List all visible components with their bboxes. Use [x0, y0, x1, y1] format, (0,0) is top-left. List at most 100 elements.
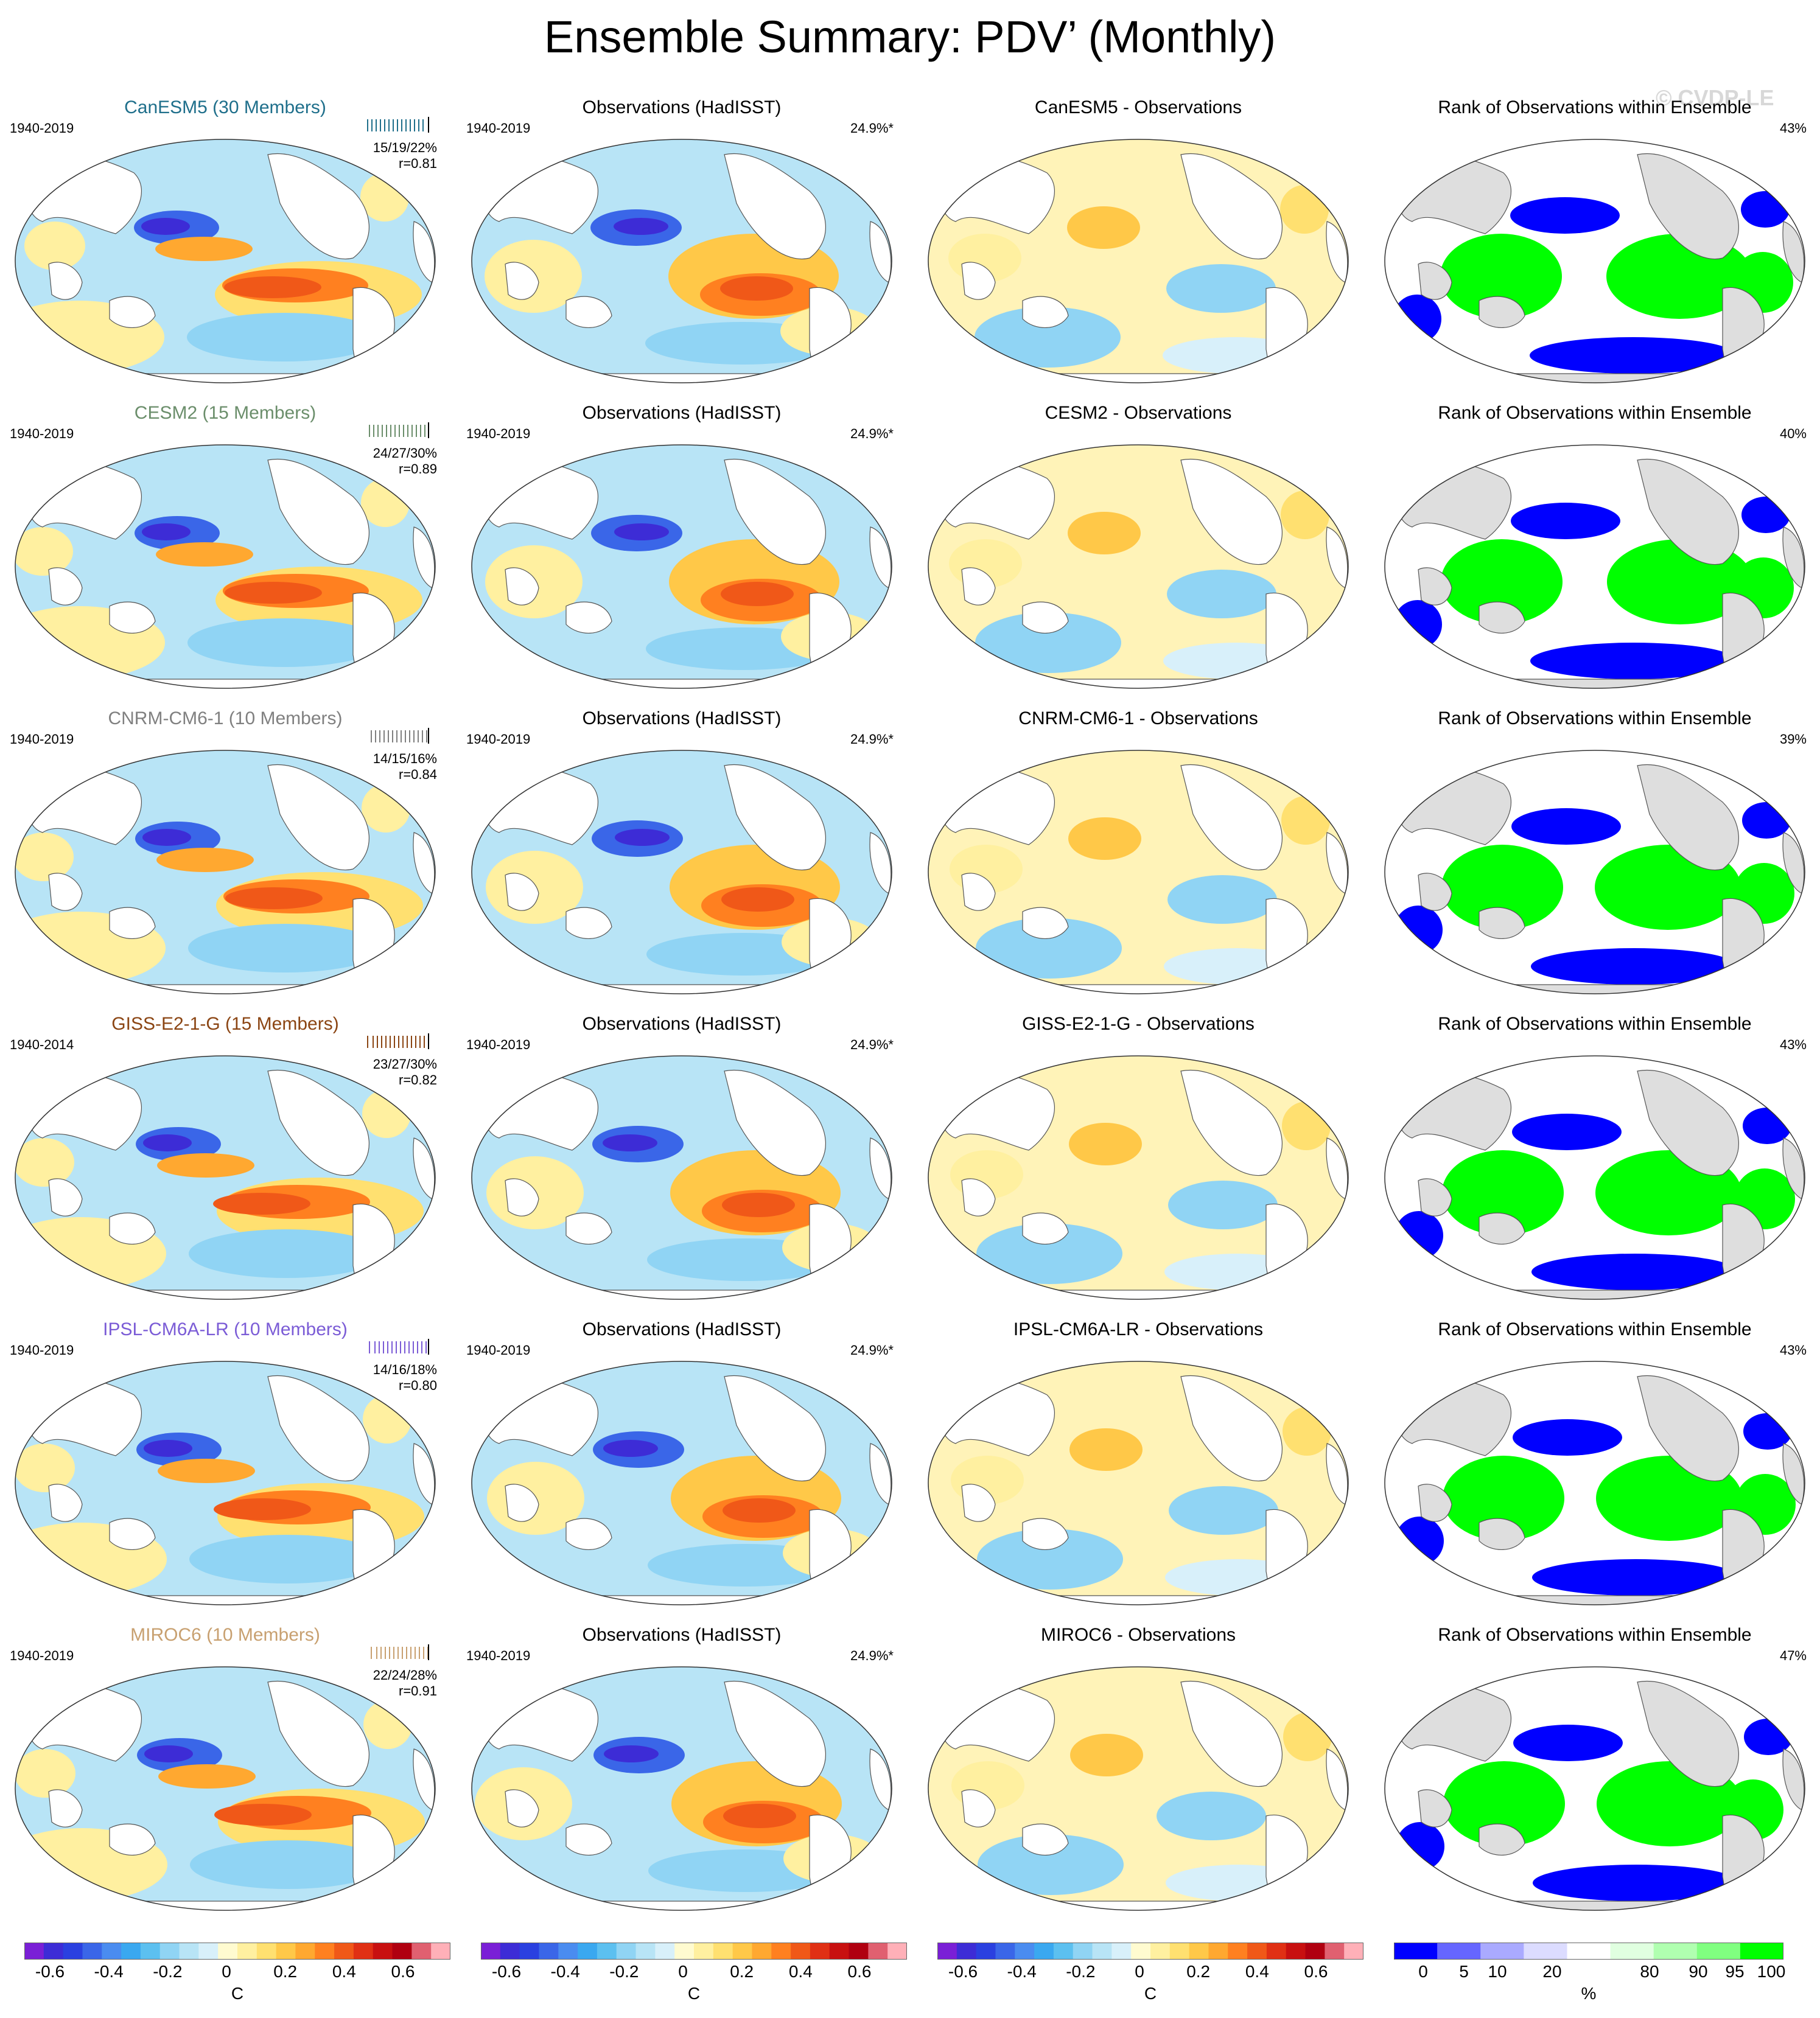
colorbar-tick-label: 0.2 [730, 1962, 754, 1981]
model-map [15, 1361, 436, 1605]
model-title: CNRM-CM6-1 (10 Members) [108, 708, 343, 728]
panel-obs: Observations (HadISST) 1940-2019 24.9%* [457, 1319, 907, 1611]
colorbar-swatch [519, 1943, 539, 1960]
colorbar-swatch [558, 1943, 578, 1960]
colorbar-swatch [334, 1943, 354, 1960]
colorbar-swatch [810, 1943, 830, 1960]
colorbar-swatch [1696, 1943, 1741, 1960]
colorbar-swatch [791, 1943, 811, 1960]
panel-obs: Observations (HadISST) 1940-2019 24.9%* [457, 97, 907, 389]
colorbar-swatch [1567, 1943, 1611, 1960]
diff-title: GISS-E2-1-G - Observations [1022, 1014, 1255, 1034]
colorbar-tick-label: 80 [1640, 1962, 1659, 1981]
colorbar-swatch [295, 1943, 315, 1960]
colorbar-tick-label: -0.6 [491, 1962, 522, 1981]
colorbar-swatch [597, 1943, 617, 1960]
diff-title: CNRM-CM6-1 - Observations [1018, 708, 1258, 728]
colorbar-tick-label: -0.2 [1066, 1962, 1096, 1981]
rank-title: Rank of Observations within Ensemble [1438, 1319, 1752, 1339]
pattern-correlation: r=0.80 [399, 1378, 437, 1393]
colorbar-swatch [732, 1943, 752, 1960]
colorbar-swatch [1150, 1943, 1171, 1960]
rank-map [1384, 1361, 1805, 1605]
colorbar-tick-label: 0.2 [1186, 1962, 1211, 1981]
colorbar-swatch [1325, 1943, 1345, 1960]
obs-period: 1940-2019 [466, 120, 531, 136]
colorbar-swatch [315, 1943, 335, 1960]
rank-title: Rank of Observations within Ensemble [1438, 97, 1752, 117]
panel-diff: IPSL-CM6A-LR - Observations [913, 1319, 1363, 1611]
colorbar-swatch [635, 1943, 656, 1960]
panel-rank: Rank of Observations within Ensemble 43% [1370, 1014, 1820, 1306]
obs-period: 1940-2019 [466, 1342, 531, 1358]
colorbar-swatch [392, 1943, 412, 1960]
model-map [15, 1055, 436, 1300]
model-title: MIROC6 (10 Members) [130, 1625, 320, 1645]
colorbar-swatch [868, 1943, 888, 1960]
colorbar-swatch [140, 1943, 161, 1960]
model-period: 1940-2019 [10, 120, 74, 136]
colorbar-tick-label: -0.4 [550, 1962, 580, 1981]
colorbar-swatch [431, 1943, 450, 1960]
colorbar-swatch [102, 1943, 122, 1960]
panel-obs: Observations (HadISST) 1940-2019 24.9%* [457, 708, 907, 1000]
ensemble-tick-marks [371, 728, 429, 744]
colorbar-swatch [411, 1943, 432, 1960]
obs-period: 1940-2019 [466, 1037, 531, 1052]
colorbar-swatch [1480, 1943, 1524, 1960]
colorbar-rank: 0 5 10 20 80 90 95 100 % [1394, 1943, 1820, 2003]
colorbar-tick-label: -0.4 [94, 1962, 124, 1981]
rank-title: Rank of Observations within Ensemble [1438, 708, 1752, 728]
rank-title: Rank of Observations within Ensemble [1438, 1625, 1752, 1645]
colorbar-swatch [976, 1943, 996, 1960]
colorbar-swatch [995, 1943, 1015, 1960]
panel-rank: Rank of Observations within Ensemble 43% [1370, 1319, 1820, 1611]
colorbar-tick-label: -0.4 [1007, 1962, 1037, 1981]
colorbar-swatch [179, 1943, 199, 1960]
colorbar-swatch [887, 1943, 907, 1960]
obs-title: Observations (HadISST) [582, 1014, 782, 1034]
obs-percent: 24.9%* [850, 731, 894, 747]
colorbar-swatch [616, 1943, 637, 1960]
rank-map [1384, 1055, 1805, 1300]
panel-diff: CNRM-CM6-1 - Observations [913, 708, 1363, 1000]
obs-title: Observations (HadISST) [582, 708, 782, 728]
rank-title: Rank of Observations within Ensemble [1438, 403, 1752, 423]
colorbar-swatch [694, 1943, 714, 1960]
diff-map [928, 1361, 1349, 1605]
colorbar-swatch [1208, 1943, 1228, 1960]
model-stats: 15/19/22% r=0.81 [373, 140, 437, 172]
colorbar-tick-label: 20 [1542, 1962, 1562, 1981]
panel-diff: CESM2 - Observations [913, 403, 1363, 695]
rank-map [1384, 750, 1805, 994]
model-title: IPSL-CM6A-LR (10 Members) [103, 1319, 348, 1339]
colorbar-swatch [937, 1943, 957, 1960]
colorbar-swatch [1394, 1943, 1438, 1960]
stats-percentiles: 23/27/30% [373, 1056, 437, 1072]
colorbar-swatch [1189, 1943, 1209, 1960]
colorbar-swatch [539, 1943, 559, 1960]
colorbar-swatch [373, 1943, 393, 1960]
model-period: 1940-2014 [10, 1037, 74, 1052]
colorbar-tick-label: 0.4 [332, 1962, 356, 1981]
colorbar-tick-label: 0 [678, 1962, 688, 1981]
diff-map [928, 1055, 1349, 1300]
model-title: GISS-E2-1-G (15 Members) [111, 1014, 339, 1034]
rank-percent: 43% [1779, 1342, 1807, 1358]
panel-obs: Observations (HadISST) 1940-2019 24.9%* [457, 1625, 907, 1917]
obs-percent: 24.9%* [850, 1342, 894, 1358]
model-stats: 14/15/16% r=0.84 [373, 751, 437, 783]
colorbar-tick-label: 0 [1135, 1962, 1144, 1981]
panel-obs: Observations (HadISST) 1940-2019 24.9%* [457, 403, 907, 695]
colorbar-unit: C [231, 1984, 244, 2003]
panel-model: CESM2 (15 Members) 1940-2019 24/27/30% r=0.… [0, 403, 450, 695]
colorbar-swatch [752, 1943, 772, 1960]
model-period: 1940-2019 [10, 426, 74, 441]
colorbar-swatch [1610, 1943, 1654, 1960]
colorbar-swatch [43, 1943, 64, 1960]
rank-title: Rank of Observations within Ensemble [1438, 1014, 1752, 1034]
colorbar-swatch [1092, 1943, 1112, 1960]
model-map [15, 444, 436, 689]
watermark: © CVDP-LE [1656, 85, 1774, 110]
colorbar-tick-label: 5 [1459, 1962, 1469, 1981]
